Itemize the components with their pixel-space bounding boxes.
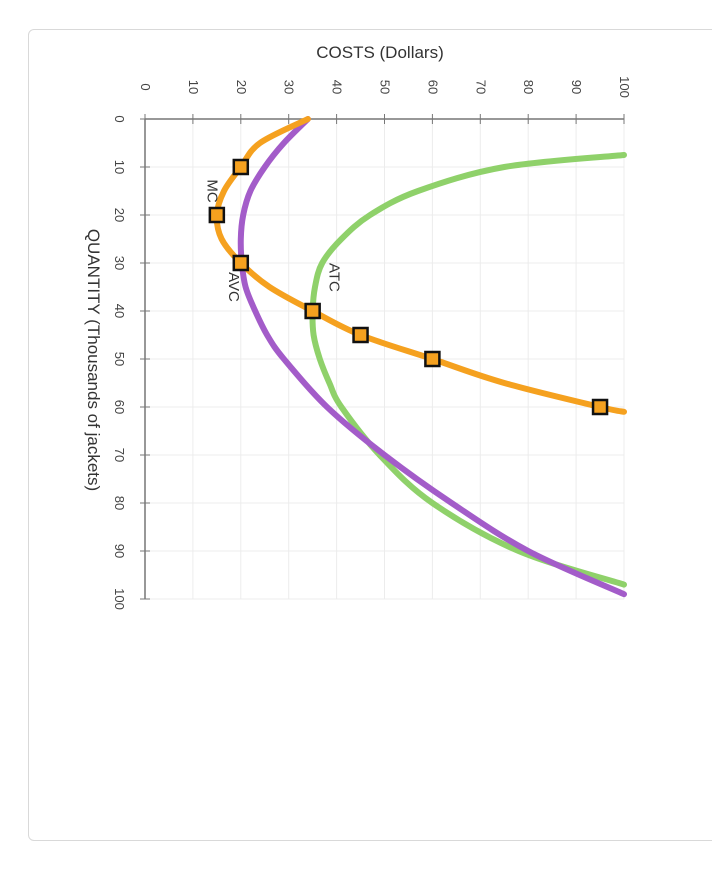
quantity-tick-label: 10 xyxy=(112,160,127,174)
tick-labels: 0 10 20 30 40 50 60 70 80 90 100 0 10 20 30 40 50 60 70 80 9… xyxy=(112,76,632,610)
cost-tick-label: 90 xyxy=(569,80,584,94)
x-axis-title: QUANTITY (Thousands of jackets) xyxy=(84,229,103,491)
atc-curve xyxy=(309,152,627,588)
quantity-tick-label: 30 xyxy=(112,256,127,270)
quantity-tick-label: 20 xyxy=(112,208,127,222)
cost-tick-label: 60 xyxy=(425,80,440,94)
cost-tick-label: 80 xyxy=(521,80,536,94)
cost-tick-label: 30 xyxy=(282,80,297,94)
mc-point-marker[interactable] xyxy=(208,206,226,224)
avc-label: AVC xyxy=(225,272,242,302)
mc-point-marker[interactable] xyxy=(591,398,609,416)
quantity-tick-label: 80 xyxy=(112,496,127,510)
mc-point-marker[interactable] xyxy=(304,302,321,320)
curve-labels: MC AVC ATC xyxy=(203,179,342,302)
cost-tick-label: 20 xyxy=(234,80,249,94)
cost-tick-label: 40 xyxy=(330,80,345,94)
cost-tick-label: 10 xyxy=(186,80,201,94)
quantity-tick-label: 100 xyxy=(112,588,127,610)
quantity-tick-label: 50 xyxy=(112,352,127,366)
chart-card xyxy=(28,29,712,841)
atc-label: ATC xyxy=(325,263,342,292)
quantity-tick-label: 90 xyxy=(112,544,127,558)
mc-point-marker[interactable] xyxy=(424,350,441,368)
grid xyxy=(145,119,625,600)
quantity-tick-label: 0 xyxy=(112,115,127,122)
quantity-tick-label: 70 xyxy=(112,448,127,462)
mc-markers[interactable] xyxy=(208,158,609,416)
axes xyxy=(140,114,625,600)
mc-point-marker[interactable] xyxy=(232,254,250,272)
avc-curve xyxy=(237,116,627,598)
cost-tick-label: 50 xyxy=(378,80,393,94)
cost-tick-label: 70 xyxy=(473,80,488,94)
quantity-tick-label: 40 xyxy=(112,304,127,318)
cost-tick-label: 0 xyxy=(138,83,153,90)
quantity-tick-label: 60 xyxy=(112,400,127,414)
mc-label: MC xyxy=(203,179,220,202)
cost-tick-label: 100 xyxy=(617,76,632,98)
mc-point-marker[interactable] xyxy=(232,158,250,176)
curves xyxy=(213,116,627,598)
y-axis-title: COSTS (Dollars) xyxy=(316,43,444,62)
mc-point-marker[interactable] xyxy=(352,326,369,344)
